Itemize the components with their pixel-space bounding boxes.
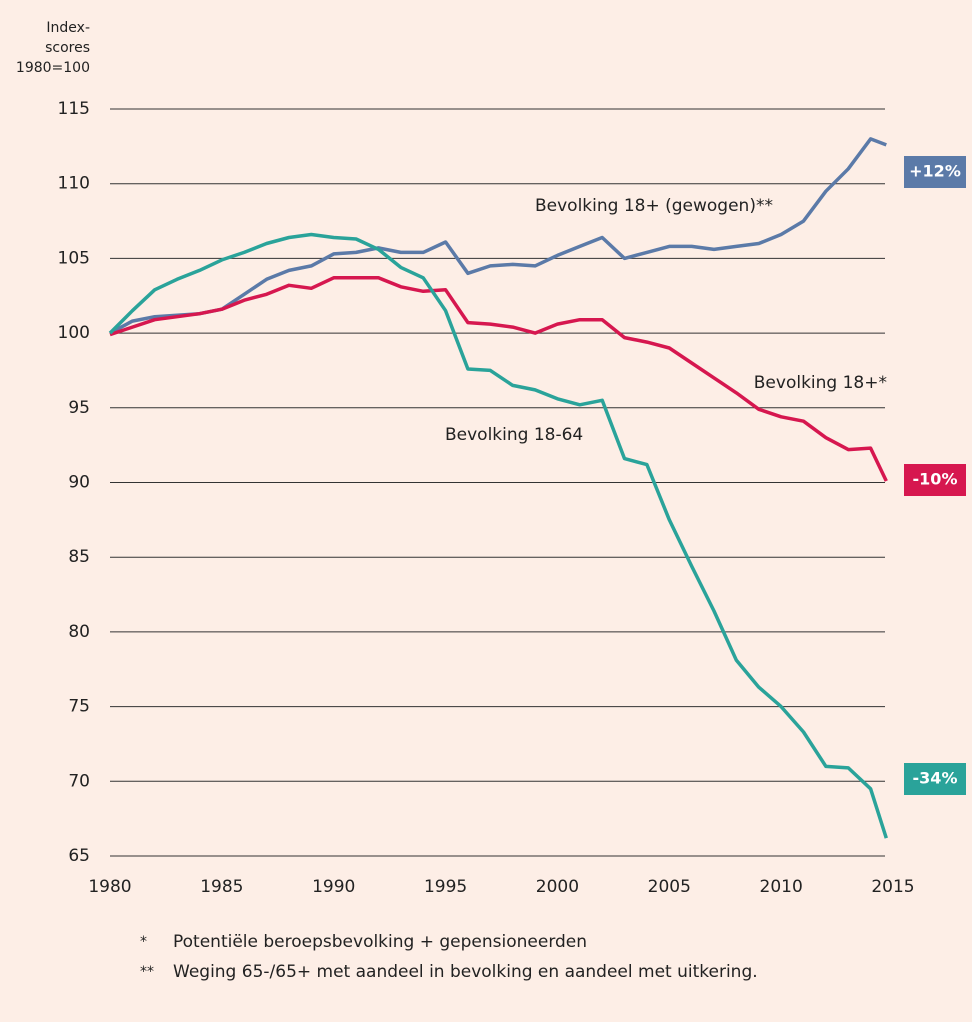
end-label-box [904, 464, 966, 496]
y-axis-label: 1980=100 [16, 60, 90, 76]
footnote-marker: ** [140, 964, 154, 980]
y-tick-label: 85 [68, 547, 90, 567]
end-label-box [904, 763, 966, 795]
y-tick-label: 115 [58, 99, 90, 119]
y-axis-label: Index- [46, 20, 90, 36]
series-line [109, 276, 888, 482]
footnote-text: Potentiële beroepsbevolking + gepensione… [173, 932, 587, 952]
x-tick-label: 2000 [536, 877, 579, 897]
x-tick-label: 1980 [88, 877, 131, 897]
y-tick-label: 65 [68, 846, 90, 866]
end-label-box [904, 156, 966, 188]
end-label: -34% [913, 769, 958, 788]
y-tick-label: 105 [58, 248, 90, 268]
footnote-text: Weging 65-/65+ met aandeel in bevolking … [173, 962, 758, 982]
y-axis-label: scores [45, 40, 90, 56]
y-tick-label: 70 [68, 771, 90, 791]
series-line [108, 232, 888, 839]
end-label: -10% [913, 470, 958, 489]
y-tick-label: 90 [68, 473, 90, 493]
y-tick-label: 100 [58, 323, 90, 343]
end-label: +12% [909, 162, 961, 181]
x-tick-label: 2005 [648, 877, 691, 897]
y-tick-label: 75 [68, 697, 90, 717]
x-tick-label: 1990 [312, 877, 355, 897]
x-tick-label: 1995 [424, 877, 467, 897]
x-tick-label: 2010 [760, 877, 803, 897]
x-tick-label: 2015 [871, 877, 914, 897]
y-tick-label: 80 [68, 622, 90, 642]
series-line [109, 137, 887, 335]
y-tick-label: 95 [68, 398, 90, 418]
x-tick-label: 1985 [200, 877, 243, 897]
y-tick-label: 110 [58, 174, 90, 194]
series-label: Bevolking 18-64 [445, 425, 583, 445]
series-label: Bevolking 18+* [754, 373, 887, 393]
series-label: Bevolking 18+ (gewogen)** [535, 196, 773, 216]
footnote-marker: * [140, 934, 147, 950]
